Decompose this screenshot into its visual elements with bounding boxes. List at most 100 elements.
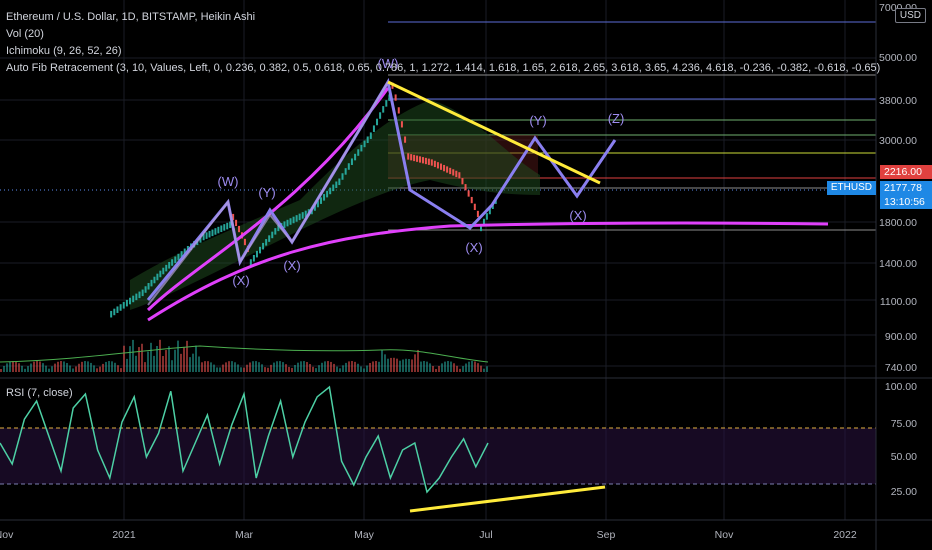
candle [350,158,353,165]
volume-bar [162,356,164,372]
volume-bar [432,365,434,372]
candle [211,229,214,237]
candle [125,299,128,307]
volume-bar [36,361,38,372]
wave-label: (Y) [529,113,546,128]
volume-bar [357,363,359,372]
symbol-title[interactable]: Ethereum / U.S. Dollar, 1D, BITSTAMP, He… [6,11,256,23]
volume-bar [30,363,32,372]
volume-bar [444,361,446,372]
candle [199,236,202,243]
rsi-divergence-line [409,485,606,513]
candle [153,276,156,284]
candle [476,210,479,218]
volume-bar [354,361,356,372]
volume-bar [174,349,176,372]
candle [159,270,162,278]
volume-bar [51,366,53,372]
time-axis-label: 2022 [833,529,857,541]
volume-bar [486,366,488,372]
volume-bar [255,361,257,372]
candle [313,204,316,211]
volume-bar [285,364,287,372]
volume-bar [480,365,482,372]
volume-bar [384,354,386,372]
candle [165,264,168,272]
rsi-indicator-label[interactable]: RSI (7, close) [6,387,73,399]
volume-bar [462,366,464,372]
vol-indicator-label[interactable]: Vol (20) [6,28,44,40]
candle [298,213,301,221]
candle [238,225,241,233]
volume-bar [228,361,230,372]
volume-bar [327,361,329,372]
volume-bar [183,346,185,372]
candle [268,235,271,242]
volume-bar [465,363,467,372]
volume-bar [291,367,293,372]
volume-bar [165,350,167,372]
volume-bar [204,361,206,372]
candle [366,136,369,144]
volume-bar [264,367,266,372]
candle [144,286,147,293]
candle [430,159,433,166]
volume-bar [72,368,74,372]
volume-bar [216,367,218,372]
volume-bar [75,366,77,372]
volume-bar [483,368,485,372]
volume-bar [345,362,347,372]
candle [174,256,177,264]
volume-bar [114,362,116,372]
ichimoku-indicator-label[interactable]: Ichimoku (9, 26, 52, 26) [6,45,122,57]
volume-bar [366,365,368,372]
candle [455,170,458,178]
candle [326,190,329,198]
volume-bar [303,361,305,372]
candle [214,228,217,235]
candle [122,302,125,309]
candle [162,267,165,275]
volume-bar [24,368,26,372]
volume-bar [84,361,86,372]
volume-bar [249,362,251,372]
volume-bar [294,365,296,372]
candle [458,172,461,179]
volume-bar [372,361,374,372]
volume-bar [189,357,191,372]
candle [141,289,144,297]
candle [480,224,482,232]
time-axis-label: Nov [715,529,734,541]
time-axis-label: 2021 [112,529,136,541]
wave-overlay [147,81,389,306]
time-axis-label: Sep [597,529,616,541]
volume-bar [54,363,56,372]
rsi-line [0,385,489,494]
candle [446,166,449,173]
volume-bar [168,346,170,372]
volume-bar [21,365,23,372]
volume-bar [267,367,269,372]
volume-bar [96,368,98,372]
volume-bar [144,362,146,372]
currency-button[interactable]: USD [894,8,926,23]
volume-bar [408,359,410,372]
volume-bar [129,346,131,372]
candle [135,293,138,301]
candle [301,212,304,219]
candle [329,187,332,195]
volume-bar [120,368,122,372]
candle [360,144,363,152]
volume-bar [423,361,425,372]
fib-indicator-label[interactable]: Auto Fib Retracement (3, 10, Values, Lef… [6,62,881,74]
price-axis-label: 900.00 [885,331,917,343]
volume-bar [15,361,17,372]
candle [452,169,455,176]
volume-bar [258,362,260,372]
volume-bar [138,347,140,372]
candle [223,224,226,231]
volume-bar [309,364,311,372]
volume-bar [246,364,248,372]
volume-bar [105,361,107,372]
